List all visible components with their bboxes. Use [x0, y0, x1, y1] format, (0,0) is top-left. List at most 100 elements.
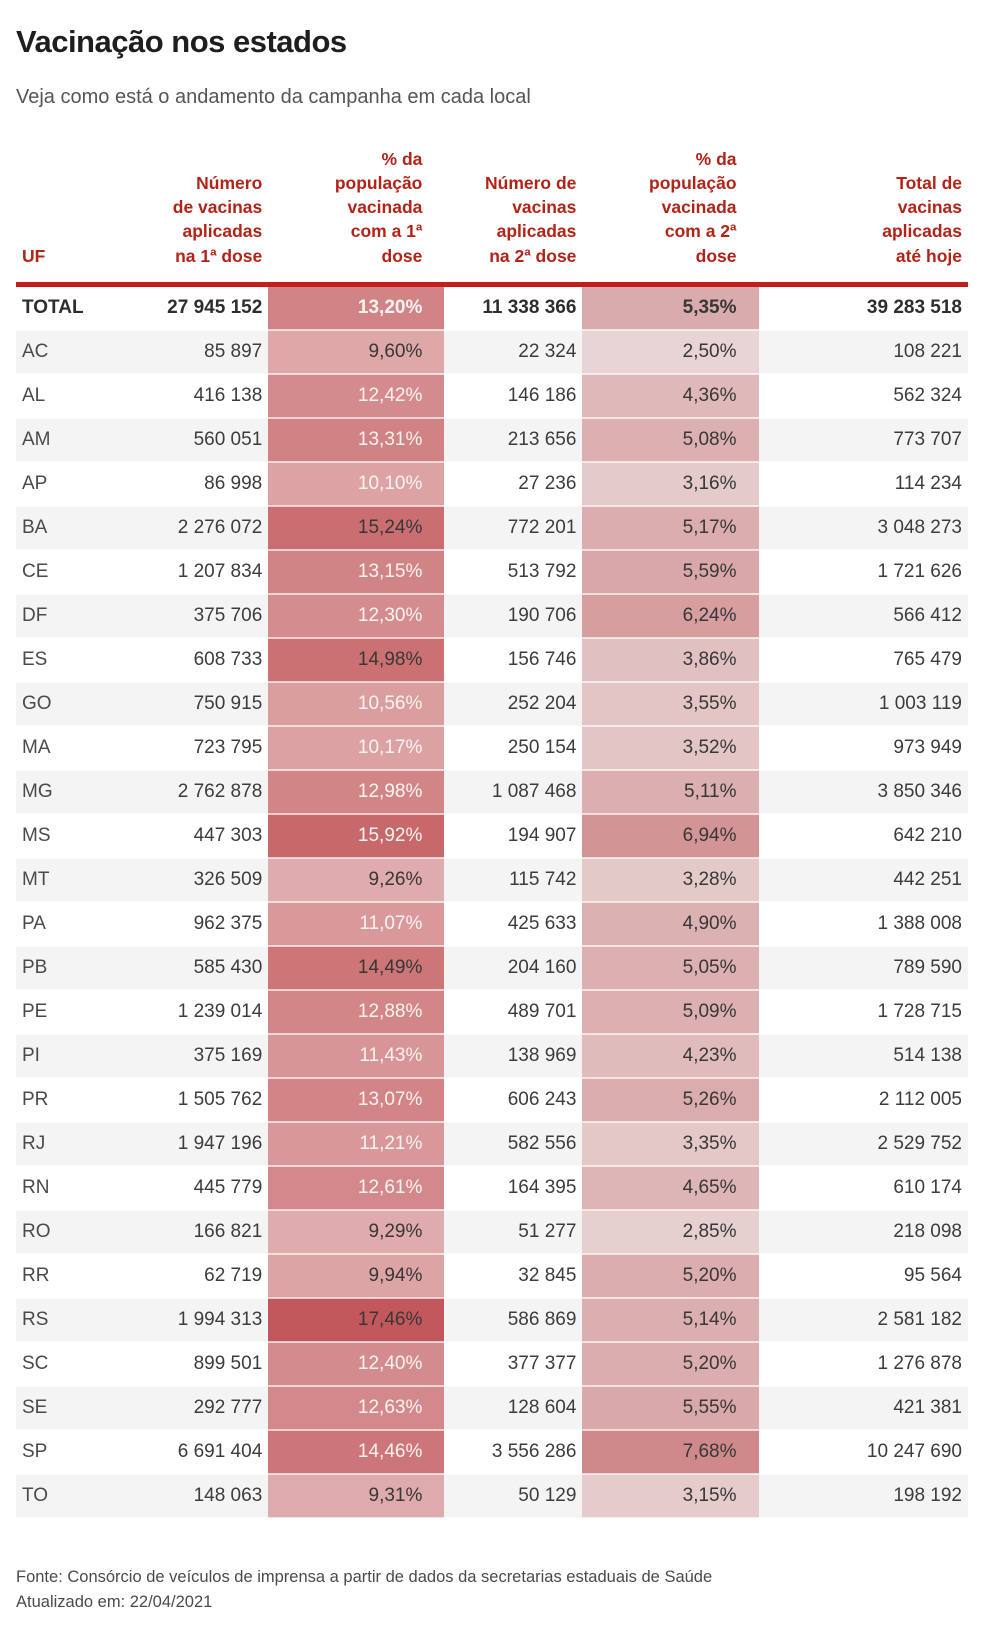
table-row: PR 1 505 762 13,07% 606 243 5,26% 2 112 … [16, 1077, 968, 1123]
uf-cell: SP [16, 1429, 121, 1475]
column-header-total: Total de vacinas aplicadas até hoje [758, 147, 968, 287]
dose1-count-cell: 2 762 878 [120, 769, 269, 815]
table-row: RR 62 719 9,94% 32 845 5,20% 95 564 [16, 1253, 968, 1299]
dose2-pct-cell: 5,59% [582, 549, 759, 595]
total-cell: 642 210 [758, 813, 968, 859]
table-row: PI 375 169 11,43% 138 969 4,23% 514 138 [16, 1033, 968, 1079]
table-row: RJ 1 947 196 11,21% 582 556 3,35% 2 529 … [16, 1121, 968, 1167]
dose1-count-cell: 962 375 [120, 901, 269, 947]
dose1-pct-cell: 10,17% [268, 725, 445, 771]
total-cell: 773 707 [758, 417, 968, 463]
dose1-count-cell: 1 239 014 [120, 989, 269, 1035]
total-cell: 198 192 [758, 1473, 968, 1519]
column-header-uf: UF [16, 147, 121, 287]
table-row: SE 292 777 12,63% 128 604 5,55% 421 381 [16, 1385, 968, 1431]
dose1-count-cell: 166 821 [120, 1209, 269, 1255]
updated-note: Atualizado em: 22/04/2021 [16, 1593, 213, 1612]
source-note: Fonte: Consórcio de veículos de imprensa… [16, 1567, 713, 1586]
dose1-pct-cell: 12,42% [268, 373, 445, 419]
table-row: AL 416 138 12,42% 146 186 4,36% 562 324 [16, 373, 968, 419]
uf-cell: SC [16, 1341, 121, 1387]
dose2-pct-cell: 5,17% [582, 505, 759, 551]
dose2-pct-cell: 2,50% [582, 329, 759, 375]
table-row: RN 445 779 12,61% 164 395 4,65% 610 174 [16, 1165, 968, 1211]
table-row: RO 166 821 9,29% 51 277 2,85% 218 098 [16, 1209, 968, 1255]
dose1-pct-cell: 13,31% [268, 417, 445, 463]
total-cell: 1 388 008 [758, 901, 968, 947]
table-row: RS 1 994 313 17,46% 586 869 5,14% 2 581 … [16, 1297, 968, 1343]
dose2-pct-cell: 3,15% [582, 1473, 759, 1519]
dose1-pct-cell: 11,07% [268, 901, 445, 947]
table-header-row: UF Número de vacinas aplicadas na 1ª dos… [16, 147, 968, 287]
dose2-pct-cell: 5,55% [582, 1385, 759, 1431]
dose1-count-cell: 723 795 [120, 725, 269, 771]
total-cell: 1 728 715 [758, 989, 968, 1035]
dose1-count-cell: 375 706 [120, 593, 269, 639]
dose2-pct-cell: 5,09% [582, 989, 759, 1035]
dose1-count-cell: 445 779 [120, 1165, 269, 1211]
dose1-count-cell: 1 505 762 [120, 1077, 269, 1123]
dose2-count-cell: 606 243 [444, 1077, 583, 1123]
dose1-count-cell: 27 945 152 [120, 284, 269, 331]
table-row: MA 723 795 10,17% 250 154 3,52% 973 949 [16, 725, 968, 771]
dose1-pct-cell: 10,56% [268, 681, 445, 727]
uf-cell: SE [16, 1385, 121, 1431]
uf-cell: AL [16, 373, 121, 419]
uf-cell: RR [16, 1253, 121, 1299]
column-header-dose1-pct: % da população vacinada com a 1ª dose [268, 147, 445, 287]
dose1-pct-cell: 14,98% [268, 637, 445, 683]
page-subtitle: Veja como está o andamento da campanha e… [16, 86, 531, 108]
dose1-pct-cell: 12,63% [268, 1385, 445, 1431]
uf-cell: MT [16, 857, 121, 903]
dose2-pct-cell: 4,65% [582, 1165, 759, 1211]
dose2-count-cell: 513 792 [444, 549, 583, 595]
dose1-pct-cell: 9,60% [268, 329, 445, 375]
dose2-count-cell: 3 556 286 [444, 1429, 583, 1475]
table-row: SC 899 501 12,40% 377 377 5,20% 1 276 87… [16, 1341, 968, 1387]
uf-cell: PR [16, 1077, 121, 1123]
dose2-count-cell: 194 907 [444, 813, 583, 859]
dose2-pct-cell: 5,11% [582, 769, 759, 815]
dose2-pct-cell: 4,36% [582, 373, 759, 419]
dose1-count-cell: 148 063 [120, 1473, 269, 1519]
uf-cell: ES [16, 637, 121, 683]
dose1-count-cell: 585 430 [120, 945, 269, 991]
column-header-dose2-pct: % da população vacinada com a 2ª dose [582, 147, 759, 287]
dose1-pct-cell: 13,07% [268, 1077, 445, 1123]
dose1-pct-cell: 15,24% [268, 505, 445, 551]
table-row: TOTAL 27 945 152 13,20% 11 338 366 5,35%… [16, 284, 968, 331]
dose1-pct-cell: 12,88% [268, 989, 445, 1035]
dose2-count-cell: 138 969 [444, 1033, 583, 1079]
dose2-pct-cell: 3,55% [582, 681, 759, 727]
total-cell: 421 381 [758, 1385, 968, 1431]
dose2-pct-cell: 3,52% [582, 725, 759, 771]
dose1-pct-cell: 14,46% [268, 1429, 445, 1475]
table-row: AP 86 998 10,10% 27 236 3,16% 114 234 [16, 461, 968, 507]
dose1-count-cell: 416 138 [120, 373, 269, 419]
uf-cell: MS [16, 813, 121, 859]
total-cell: 1 721 626 [758, 549, 968, 595]
dose2-count-cell: 204 160 [444, 945, 583, 991]
dose1-pct-cell: 11,21% [268, 1121, 445, 1167]
total-cell: 108 221 [758, 329, 968, 375]
dose1-pct-cell: 13,20% [268, 284, 445, 331]
dose1-pct-cell: 9,31% [268, 1473, 445, 1519]
table-row: PB 585 430 14,49% 204 160 5,05% 789 590 [16, 945, 968, 991]
dose1-count-cell: 750 915 [120, 681, 269, 727]
total-cell: 973 949 [758, 725, 968, 771]
dose1-count-cell: 375 169 [120, 1033, 269, 1079]
total-cell: 1 276 878 [758, 1341, 968, 1387]
dose2-count-cell: 213 656 [444, 417, 583, 463]
uf-cell: RN [16, 1165, 121, 1211]
dose2-pct-cell: 5,05% [582, 945, 759, 991]
uf-cell: MG [16, 769, 121, 815]
total-cell: 2 112 005 [758, 1077, 968, 1123]
dose1-count-cell: 1 947 196 [120, 1121, 269, 1167]
total-cell: 2 581 182 [758, 1297, 968, 1343]
dose1-count-cell: 62 719 [120, 1253, 269, 1299]
uf-cell: PI [16, 1033, 121, 1079]
page-title: Vacinação nos estados [16, 24, 347, 59]
dose2-pct-cell: 4,90% [582, 901, 759, 947]
dose1-pct-cell: 14,49% [268, 945, 445, 991]
table-row: GO 750 915 10,56% 252 204 3,55% 1 003 11… [16, 681, 968, 727]
